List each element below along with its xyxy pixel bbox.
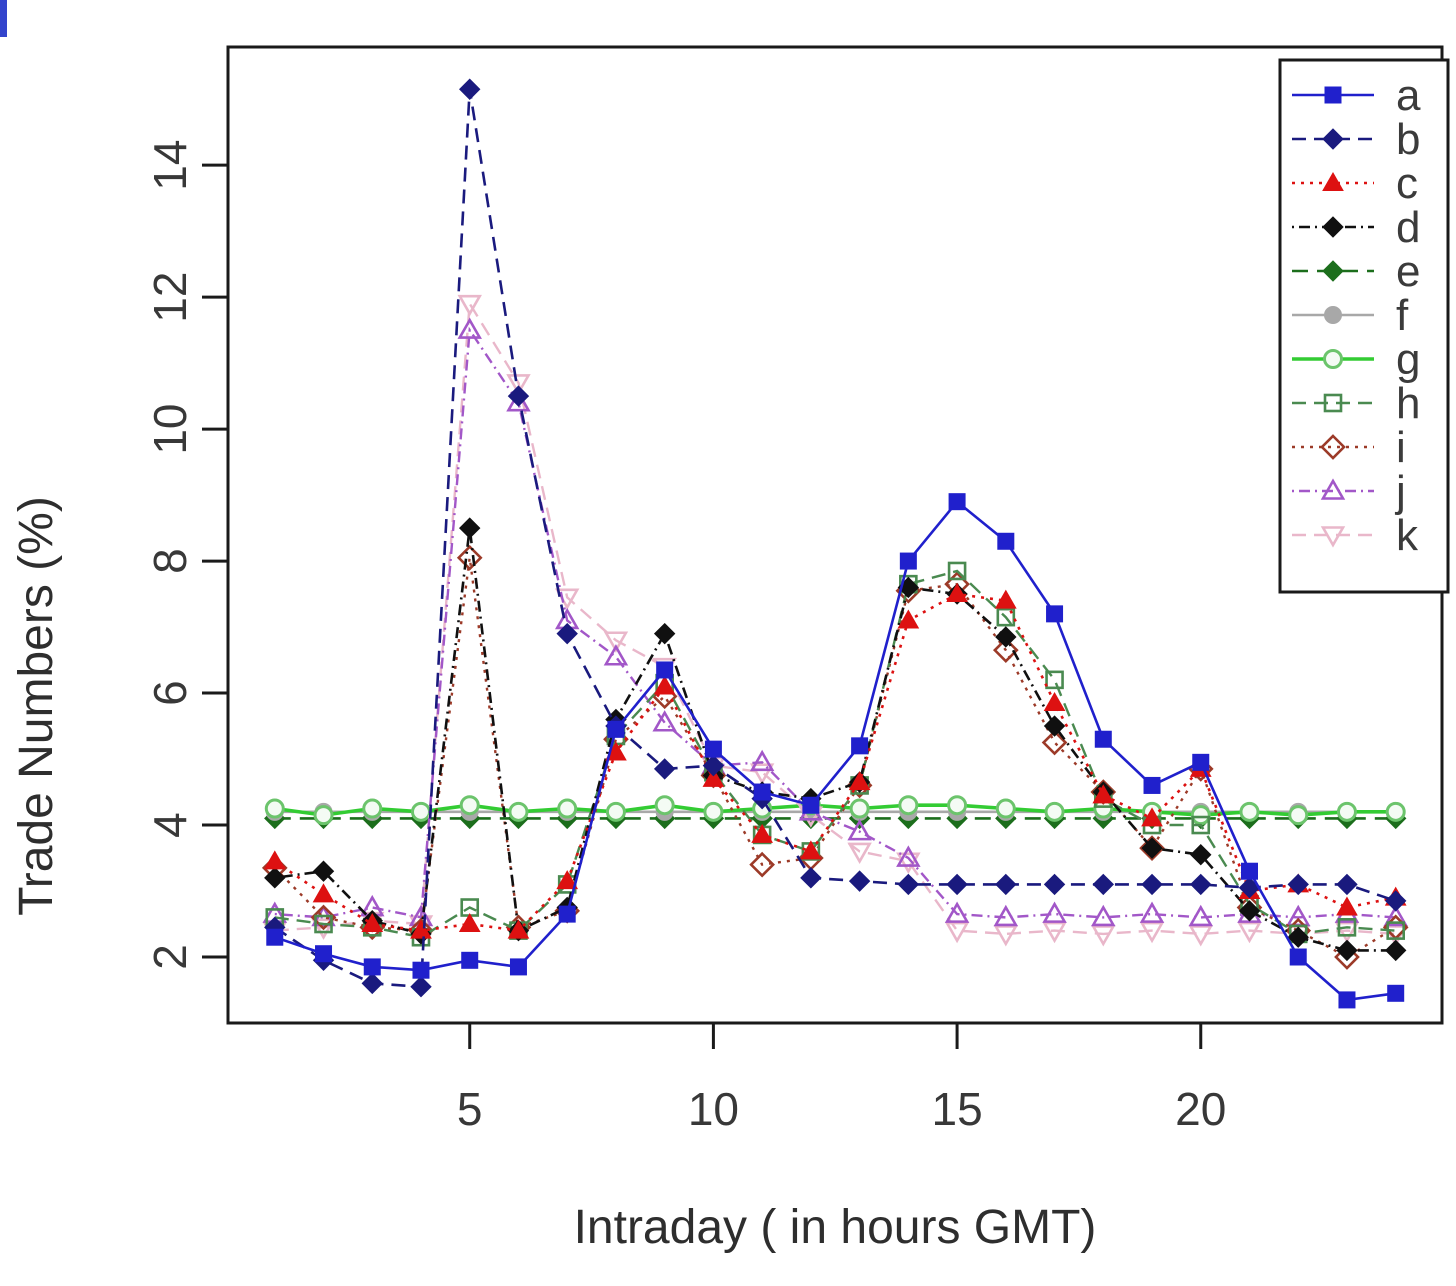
x-tick-label: 15 [931, 1083, 982, 1135]
series-k [262, 294, 1408, 947]
legend-entry-h: h [1292, 379, 1420, 428]
legend-box [1278, 58, 1450, 594]
legend-entry-k: k [1292, 511, 1419, 560]
x-tick-label: 20 [1175, 1083, 1226, 1135]
legend-label: b [1396, 115, 1420, 164]
series-line-b [274, 88, 1397, 989]
x-tick-label: 10 [688, 1083, 739, 1135]
series-line-k [274, 299, 1396, 936]
series-line-c [274, 592, 1396, 932]
legend-label: d [1396, 203, 1420, 252]
corner-artifact [0, 0, 7, 37]
y-axis-title: Trade Numbers (%) [10, 496, 63, 916]
y-tick-label: 10 [144, 403, 196, 454]
series-a [266, 493, 1405, 1009]
series-c [263, 583, 1407, 939]
legend-entry-i: i [1292, 423, 1406, 472]
series-line-g [274, 803, 1396, 817]
legend-label: h [1396, 379, 1420, 428]
y-tick-label: 8 [144, 548, 196, 574]
legend-label: k [1396, 511, 1419, 560]
series-line-d [274, 527, 1396, 952]
legend-label: e [1396, 247, 1420, 296]
plot-box [226, 45, 1444, 1025]
legend-label: i [1396, 423, 1406, 472]
legend-label: c [1396, 159, 1418, 208]
legend-entry-f: f [1292, 291, 1409, 340]
series-line-j [274, 326, 1396, 919]
legend-label: f [1396, 291, 1409, 340]
legend-entry-g: g [1292, 335, 1420, 384]
y-tick-label: 14 [144, 140, 196, 191]
legend-entry-j: j [1292, 467, 1406, 516]
series-layer [261, 78, 1409, 1009]
legend-entry-d: d [1292, 203, 1420, 252]
legend-entry-c: c [1292, 159, 1418, 208]
y-tick-label: 2 [144, 944, 196, 970]
x-tick-label: 5 [457, 1083, 483, 1135]
legend-entry-e: e [1292, 247, 1420, 296]
series-line-h [274, 569, 1396, 939]
y-tick-label: 4 [144, 812, 196, 838]
x-axis-title: Intraday ( in hours GMT) [574, 1201, 1097, 1254]
legend-label: g [1396, 335, 1420, 384]
legend-entry-a: a [1292, 71, 1421, 120]
y-tick-label: 12 [144, 272, 196, 323]
legend-label: j [1394, 467, 1406, 516]
legend-label: a [1396, 71, 1421, 120]
legend-entry-b: b [1292, 115, 1420, 164]
series-b [264, 78, 1407, 998]
y-tick-label: 6 [144, 680, 196, 706]
axis-layer: 5 10 15 20 2 4 6 8 10 12 14 [144, 45, 1444, 1135]
